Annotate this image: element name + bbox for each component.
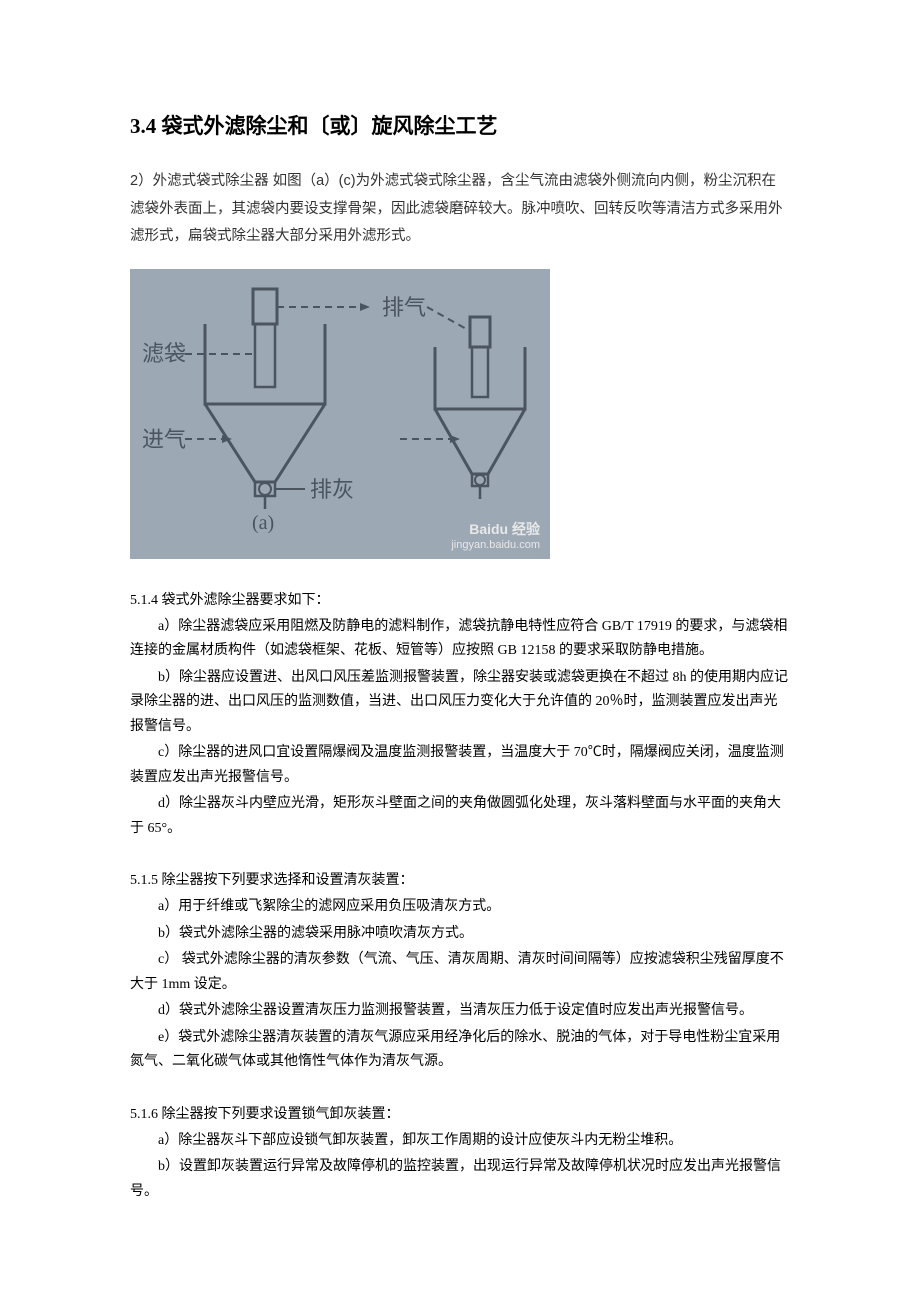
- item-515-e: e）袋式外滤除尘器清灰装置的清灰气源应采用经净化后的除水、脱油的气体，对于导电性…: [130, 1026, 790, 1075]
- dust-collector-diagram: 排气 滤袋 进气 排灰 (a): [130, 269, 550, 559]
- item-515-d: d）袋式外滤除尘器设置清灰压力监测报警装置，当清灰压力低于设定值时应发出声光报警…: [130, 999, 790, 1024]
- diagram-label-a: (a): [252, 512, 274, 534]
- watermark-brand: Baidu 经验: [451, 519, 540, 539]
- diagram-label-filterbag: 滤袋: [142, 341, 186, 366]
- section-title: 3.4 袋式外滤除尘和〔或〕旋风除尘工艺: [130, 110, 790, 140]
- diagram-label-intake: 进气: [142, 427, 186, 452]
- diagram-figure: 排气 滤袋 进气 排灰 (a) Baidu 经验 jingyan.baidu.c…: [130, 269, 550, 559]
- diagram-label-discharge: 排灰: [310, 477, 354, 502]
- item-514-d: d）除尘器灰斗内壁应光滑，矩形灰斗壁面之间的夹角做圆弧化处理，灰斗落料壁面与水平…: [130, 792, 790, 841]
- item-514-a: a）除尘器滤袋应采用阻燃及防静电的滤料制作，滤袋抗静电特性应符合 GB/T 17…: [130, 615, 790, 664]
- item-514-c: c）除尘器的进风口宜设置隔爆阀及温度监测报警装置，当温度大于 70℃时，隔爆阀应…: [130, 741, 790, 790]
- subsection-514-heading: 5.1.4 袋式外滤除尘器要求如下：: [130, 589, 790, 609]
- subsection-515-heading: 5.1.5 除尘器按下列要求选择和设置清灰装置：: [130, 869, 790, 889]
- watermark: Baidu 经验 jingyan.baidu.com: [451, 519, 540, 551]
- item-516-a: a）除尘器灰斗下部应设锁气卸灰装置，卸灰工作周期的设计应使灰斗内无粉尘堆积。: [130, 1129, 790, 1154]
- diagram-label-exhaust: 排气: [382, 295, 426, 320]
- item-515-a: a）用于纤维或飞絮除尘的滤网应采用负压吸清灰方式。: [130, 895, 790, 920]
- item-516-b: b）设置卸灰装置运行异常及故障停机的监控装置，出现运行异常及故障停机状况时应发出…: [130, 1155, 790, 1204]
- item-514-b: b）除尘器应设置进、出风口风压差监测报警装置，除尘器安装或滤袋更换在不超过 8h…: [130, 666, 790, 740]
- item-515-c: c） 袋式外滤除尘器的清灰参数（气流、气压、清灰周期、清灰时间间隔等）应按滤袋积…: [130, 948, 790, 997]
- item-515-b: b）袋式外滤除尘器的滤袋采用脉冲喷吹清灰方式。: [130, 922, 790, 947]
- intro-paragraph: 2）外滤式袋式除尘器 如图（a）(c)为外滤式袋式除尘器，含尘气流由滤袋外侧流向…: [130, 168, 790, 251]
- watermark-url: jingyan.baidu.com: [451, 539, 540, 551]
- subsection-516-heading: 5.1.6 除尘器按下列要求设置锁气卸灰装置：: [130, 1103, 790, 1123]
